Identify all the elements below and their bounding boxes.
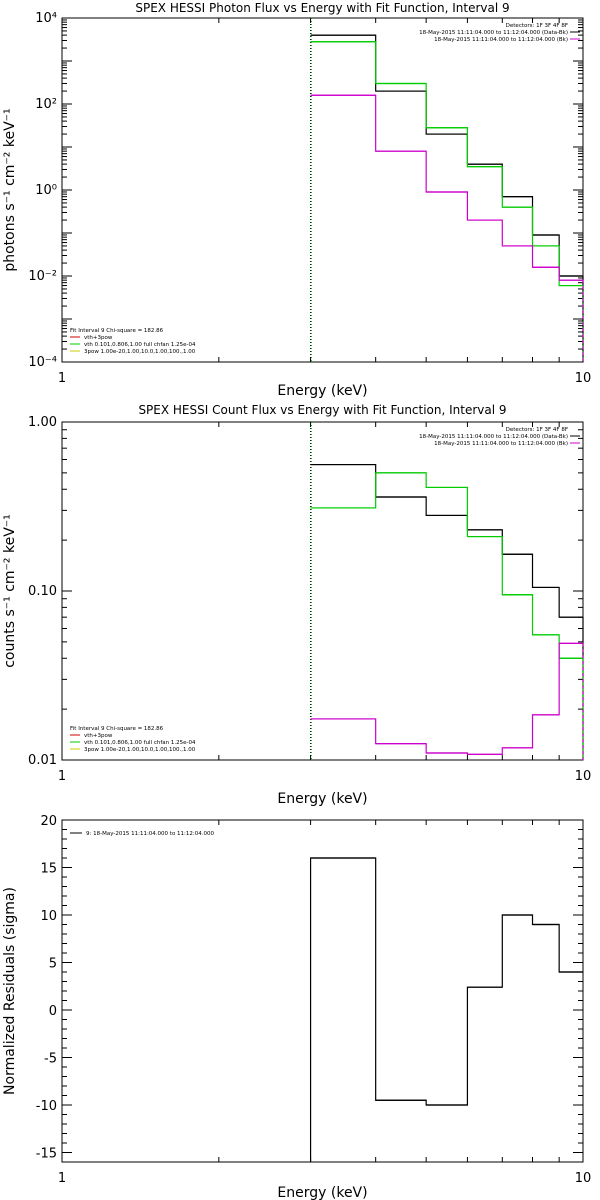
y-tick-label: 10⁴ bbox=[35, 11, 57, 26]
legend-fit-label: vth+3pow bbox=[84, 733, 113, 739]
legend-fit-label: 3pow 1.00e-20,1.00,10.0,1.00,100.,1.00 bbox=[84, 349, 196, 355]
legend-data-label: 18-May-2015 11:11:04.000 to 11:12:04.000… bbox=[419, 30, 568, 36]
legend-fit-label: vth+3pow bbox=[84, 335, 113, 341]
legend-fit-label: vth 0.101,0.806,1.00 full chfan 1.25e-04 bbox=[84, 740, 196, 746]
x-axis-label: Energy (keV) bbox=[277, 791, 367, 807]
x-tick-label: 1 bbox=[58, 769, 66, 784]
legend-fit-stats: Fit Interval 9 Chi-square = 182.86 bbox=[70, 328, 164, 334]
legend-fit-label: 3pow 1.00e-20,1.00,10.0,1.00,100.,1.00 bbox=[84, 747, 196, 753]
legend-detectors: Detectors: 1F 3F 4F 8F bbox=[506, 23, 568, 29]
legend-fit-label: vth 0.101,0.806,1.00 full chfan 1.25e-04 bbox=[84, 342, 196, 348]
y-tick-label: 0.10 bbox=[28, 584, 57, 599]
y-axis-label: photons s⁻¹ cm⁻² keV⁻¹ bbox=[2, 108, 18, 271]
series-line-3 bbox=[310, 642, 583, 755]
y-tick-label: 10² bbox=[35, 97, 57, 112]
plot-frame bbox=[61, 17, 584, 363]
y-tick-label: -10 bbox=[36, 1099, 57, 1114]
y-axis-label: counts s⁻¹ cm⁻² keV⁻¹ bbox=[2, 514, 18, 668]
series-line-2 bbox=[310, 472, 583, 659]
plot-frame bbox=[61, 421, 584, 761]
series-line-1 bbox=[310, 34, 583, 277]
y-tick-label: 10⁻² bbox=[28, 269, 57, 284]
legend-detectors: Detectors: 1F 3F 4F 8F bbox=[506, 427, 568, 433]
y-tick-label: 5 bbox=[49, 957, 57, 972]
y-axis-label: Normalized Residuals (sigma) bbox=[2, 887, 18, 1095]
y-tick-label: 0 bbox=[49, 1004, 57, 1019]
x-tick-label: 1 bbox=[58, 1171, 66, 1186]
y-tick-label: 20 bbox=[40, 814, 57, 829]
y-tick-label: -15 bbox=[36, 1147, 57, 1162]
chart-title: SPEX HESSI Count Flux vs Energy with Fit… bbox=[138, 403, 506, 417]
y-tick-label: 15 bbox=[40, 862, 57, 877]
y-tick-label: 10 bbox=[40, 909, 57, 924]
y-tick-label: 1.00 bbox=[28, 415, 57, 430]
x-axis-label: Energy (keV) bbox=[277, 1185, 367, 1200]
y-tick-label: 0.01 bbox=[28, 753, 57, 768]
chart-title: SPEX HESSI Photon Flux vs Energy with Fi… bbox=[135, 1, 509, 15]
y-tick-label: 10⁰ bbox=[35, 183, 57, 198]
legend-residual-label: 9: 18-May-2015 11:11:04.000 to 11:12:04.… bbox=[86, 831, 215, 837]
legend-fit-stats: Fit Interval 9 Chi-square = 182.86 bbox=[70, 726, 164, 732]
y-tick-label: 10⁻⁴ bbox=[28, 355, 57, 370]
x-tick-label: 1 bbox=[58, 371, 66, 386]
plot-1: SPEX HESSI Photon Flux vs Energy with Fi… bbox=[2, 1, 591, 399]
legend-bk-label: 18-May-2015 11:11:04.000 to 11:12:04.000… bbox=[434, 37, 568, 43]
legend-bk-label: 18-May-2015 11:11:04.000 to 11:12:04.000… bbox=[434, 441, 568, 447]
y-tick-label: -5 bbox=[44, 1052, 57, 1067]
series-line-1 bbox=[309, 857, 583, 1162]
x-tick-label: 10 bbox=[575, 371, 592, 386]
x-axis-label: Energy (keV) bbox=[277, 383, 367, 399]
plot-frame bbox=[61, 819, 584, 1163]
series-line-2 bbox=[310, 41, 583, 287]
x-tick-label: 10 bbox=[575, 769, 592, 784]
legend-data-label: 18-May-2015 11:11:04.000 to 11:12:04.000… bbox=[419, 434, 568, 440]
plot-3: Energy (keV) Normalized Residuals (sigma)… bbox=[2, 814, 591, 1200]
x-tick-label: 10 bbox=[575, 1171, 592, 1186]
series-line-3 bbox=[310, 94, 583, 281]
plot-2: SPEX HESSI Count Flux vs Energy with Fit… bbox=[2, 403, 591, 807]
